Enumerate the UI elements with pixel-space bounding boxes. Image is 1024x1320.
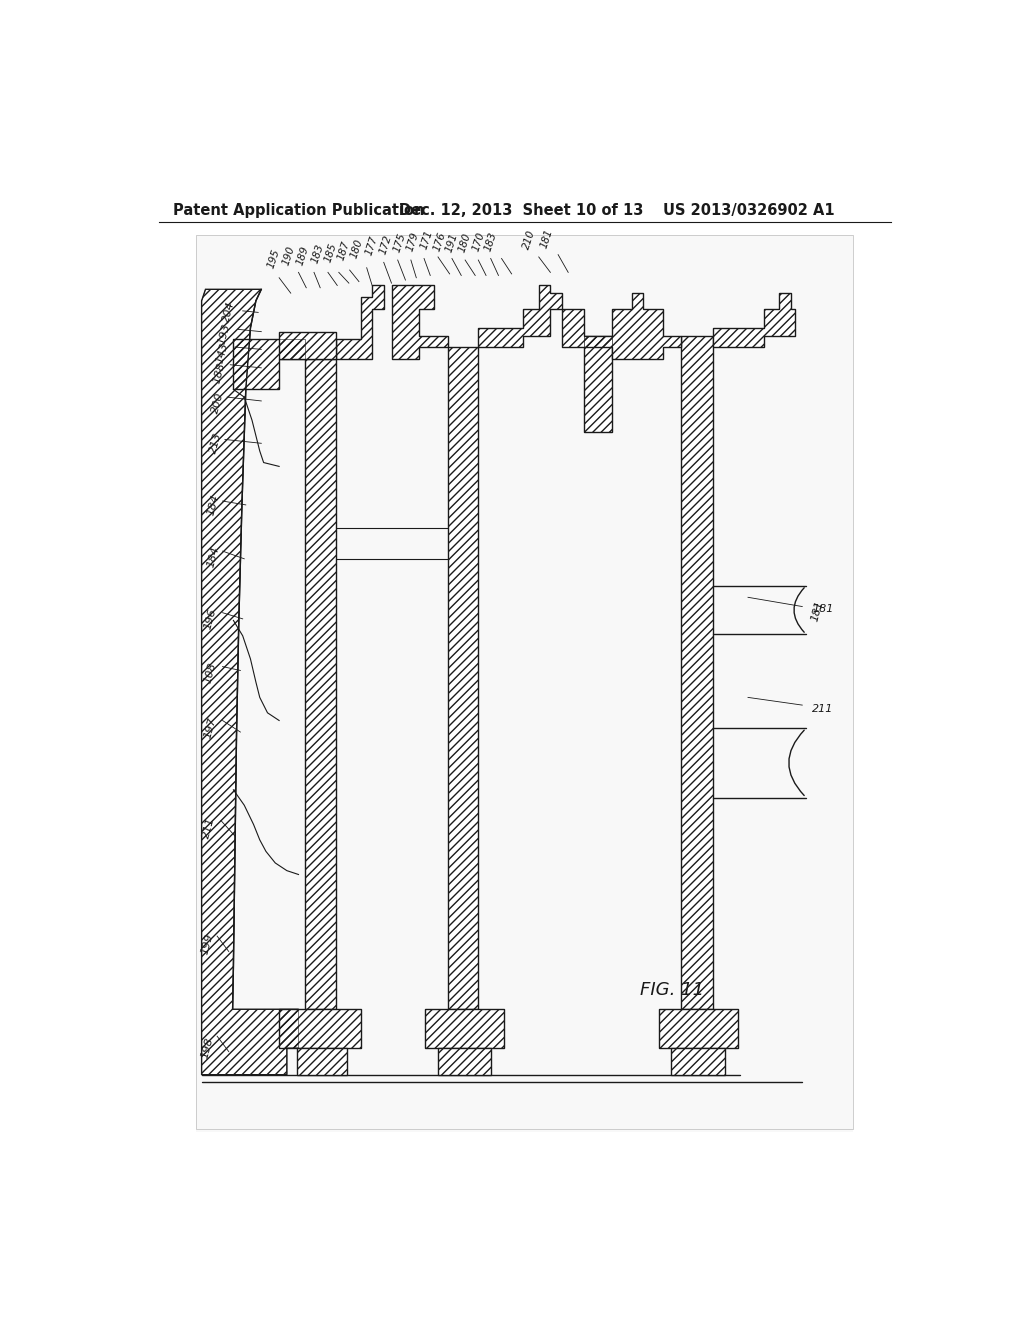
Text: 190: 190 [282,244,297,267]
Text: Patent Application Publication: Patent Application Publication [173,203,425,218]
Polygon shape [562,293,681,359]
Bar [305,359,336,1010]
Text: 193: 193 [217,322,232,346]
Polygon shape [336,285,384,359]
Polygon shape [391,285,449,359]
Text: 197: 197 [203,717,218,739]
Text: 180: 180 [458,232,473,253]
Bar [449,347,478,1010]
Text: 170: 170 [470,231,486,252]
Text: 180: 180 [349,238,365,260]
Text: 177: 177 [365,235,380,257]
Text: 188: 188 [212,360,227,384]
Text: 210: 210 [521,228,538,251]
Bar [280,1010,360,1048]
Bar [425,1010,504,1048]
Text: 195: 195 [266,248,282,271]
Bar [681,335,713,1010]
Text: 185: 185 [324,242,339,263]
Bar [438,1048,490,1074]
Text: 172: 172 [378,234,394,256]
Bar [305,359,336,1010]
Text: 179: 179 [406,231,421,252]
Bar [197,235,853,1129]
Text: 199: 199 [200,932,214,956]
Text: 181: 181 [810,599,825,623]
Bar [658,1010,738,1048]
Text: 196: 196 [203,607,218,631]
Polygon shape [232,339,305,389]
Bar [425,1010,504,1048]
Bar [449,347,478,1010]
Text: 211: 211 [812,704,834,714]
Bar [671,1048,725,1074]
Bar [658,1010,738,1048]
Text: 181: 181 [539,227,554,249]
Text: US 2013/0326902 A1: US 2013/0326902 A1 [663,203,835,218]
Text: 191: 191 [444,232,460,253]
Text: 184: 184 [206,494,221,516]
Text: 189: 189 [295,244,310,267]
Text: 200: 200 [210,392,225,414]
Bar [297,1048,347,1074]
Polygon shape [202,289,299,1074]
Text: 181: 181 [812,603,834,614]
Text: FIG. 11: FIG. 11 [640,981,703,999]
Text: 143: 143 [215,342,230,364]
Text: 204: 204 [221,301,237,323]
Bar [584,335,612,432]
Text: 183: 183 [483,231,499,252]
Text: 175: 175 [391,232,408,253]
Bar [297,1048,347,1074]
Text: Dec. 12, 2013  Sheet 10 of 13: Dec. 12, 2013 Sheet 10 of 13 [399,203,644,218]
Text: 187: 187 [336,240,351,261]
Polygon shape [713,293,795,347]
Bar [197,235,853,1133]
Bar [438,1048,490,1074]
Text: 198: 198 [200,1036,214,1060]
Bar [280,1010,360,1048]
Text: 171: 171 [419,228,434,251]
Text: 213: 213 [208,432,223,455]
Text: 184: 184 [206,545,221,569]
Bar [671,1048,725,1074]
Text: 108: 108 [203,661,218,684]
Bar [681,335,713,1010]
Text: 183: 183 [310,243,326,264]
Bar [584,335,612,432]
Text: 211: 211 [202,817,217,840]
Text: 176: 176 [432,231,447,252]
Polygon shape [478,285,562,347]
Polygon shape [280,331,336,359]
